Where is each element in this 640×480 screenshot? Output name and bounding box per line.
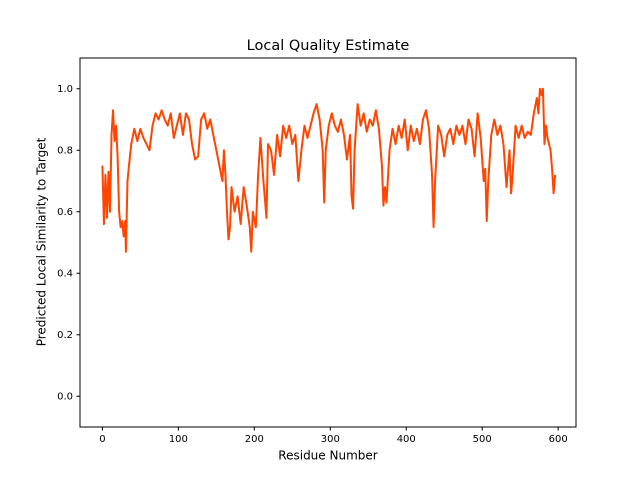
x-axis-label: Residue Number — [278, 449, 377, 463]
x-tick-label: 400 — [397, 434, 416, 445]
y-tick-label: 0.0 — [57, 391, 73, 402]
x-tick-label: 0 — [99, 434, 105, 445]
plot-frame — [79, 57, 577, 428]
y-tick-label: 1.0 — [57, 84, 73, 95]
x-tick-label: 600 — [549, 434, 568, 445]
y-axis-label: Predicted Local Similarity to Target — [35, 137, 49, 346]
x-tick-label: 500 — [473, 434, 492, 445]
data-line — [101, 87, 557, 253]
chart-title: Local Quality Estimate — [247, 38, 410, 54]
y-tick-label: 0.6 — [57, 207, 73, 218]
y-tick-label: 0.2 — [57, 330, 73, 341]
x-tick-label: 200 — [245, 434, 264, 445]
y-tick-label: 0.8 — [57, 145, 73, 156]
x-tick-label: 300 — [321, 434, 340, 445]
x-tick-label: 100 — [169, 434, 188, 445]
y-tick-label: 0.4 — [57, 268, 73, 279]
